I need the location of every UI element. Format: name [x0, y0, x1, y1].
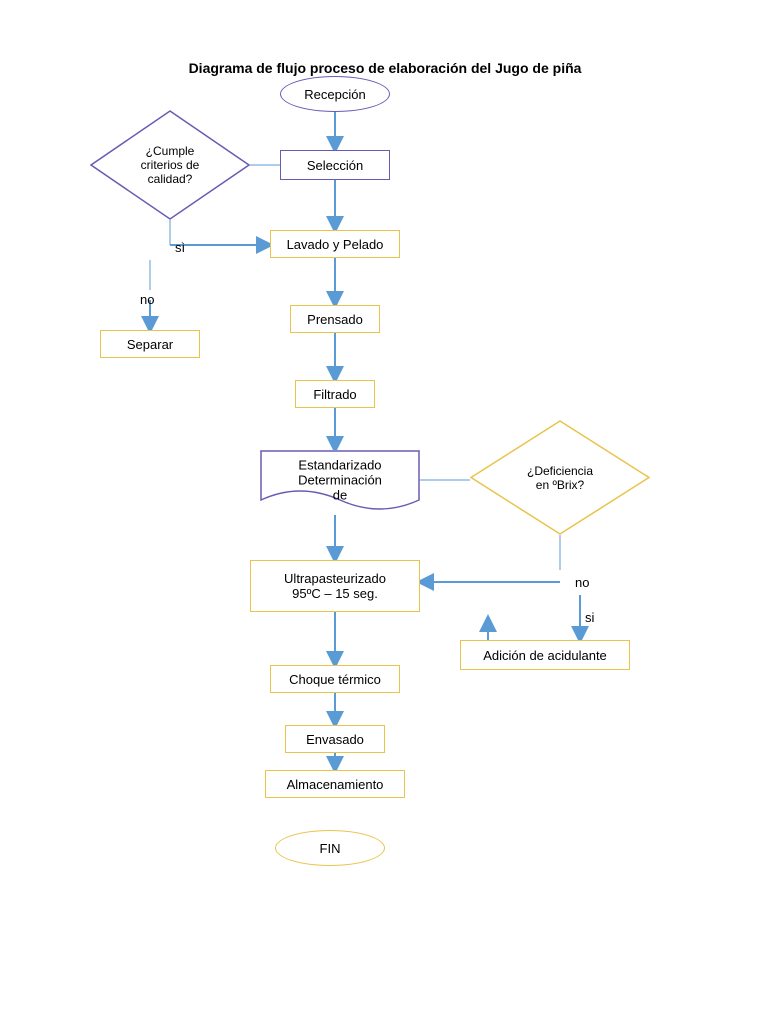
node-label: Ultrapasteurizado 95ºC – 15 seg.: [284, 571, 386, 601]
node-brix: ¿Deficiencia en ºBrix?: [470, 420, 650, 535]
node-label: Filtrado: [313, 387, 356, 402]
edge-label-no2: no: [575, 575, 589, 590]
node-fin: FIN: [275, 830, 385, 866]
node-choque: Choque térmico: [270, 665, 400, 693]
node-seleccion: Selección: [280, 150, 390, 180]
node-separar: Separar: [100, 330, 200, 358]
node-label: Selección: [307, 158, 363, 173]
node-label: FIN: [320, 841, 341, 856]
node-ultra: Ultrapasteurizado 95ºC – 15 seg.: [250, 560, 420, 612]
node-label: ¿Cumple criterios de calidad?: [141, 144, 200, 186]
node-label: Separar: [127, 337, 173, 352]
node-lavado: Lavado y Pelado: [270, 230, 400, 258]
edge-label-no: no: [140, 292, 154, 307]
diagram-title: Diagrama de flujo proceso de elaboración…: [160, 60, 610, 76]
node-label: Envasado: [306, 732, 364, 747]
node-label: Almacenamiento: [287, 777, 384, 792]
node-calidad: ¿Cumple criterios de calidad?: [90, 110, 250, 220]
node-envasado: Envasado: [285, 725, 385, 753]
node-label: Lavado y Pelado: [287, 237, 384, 252]
node-almacen: Almacenamiento: [265, 770, 405, 798]
node-label: Estandarizado Determinación de: [298, 457, 382, 502]
node-adicion: Adición de acidulante: [460, 640, 630, 670]
node-filtrado: Filtrado: [295, 380, 375, 408]
node-label: Recepción: [304, 87, 365, 102]
node-label: Adición de acidulante: [483, 648, 607, 663]
node-prensado: Prensado: [290, 305, 380, 333]
edge-label-si: sì: [175, 240, 185, 255]
node-label: Choque térmico: [289, 672, 381, 687]
node-recepcion: Recepción: [280, 76, 390, 112]
node-label: ¿Deficiencia en ºBrix?: [527, 464, 593, 492]
node-estandar: Estandarizado Determinación de: [260, 450, 420, 515]
node-label: Prensado: [307, 312, 363, 327]
edge-label-si2: si: [585, 610, 594, 625]
